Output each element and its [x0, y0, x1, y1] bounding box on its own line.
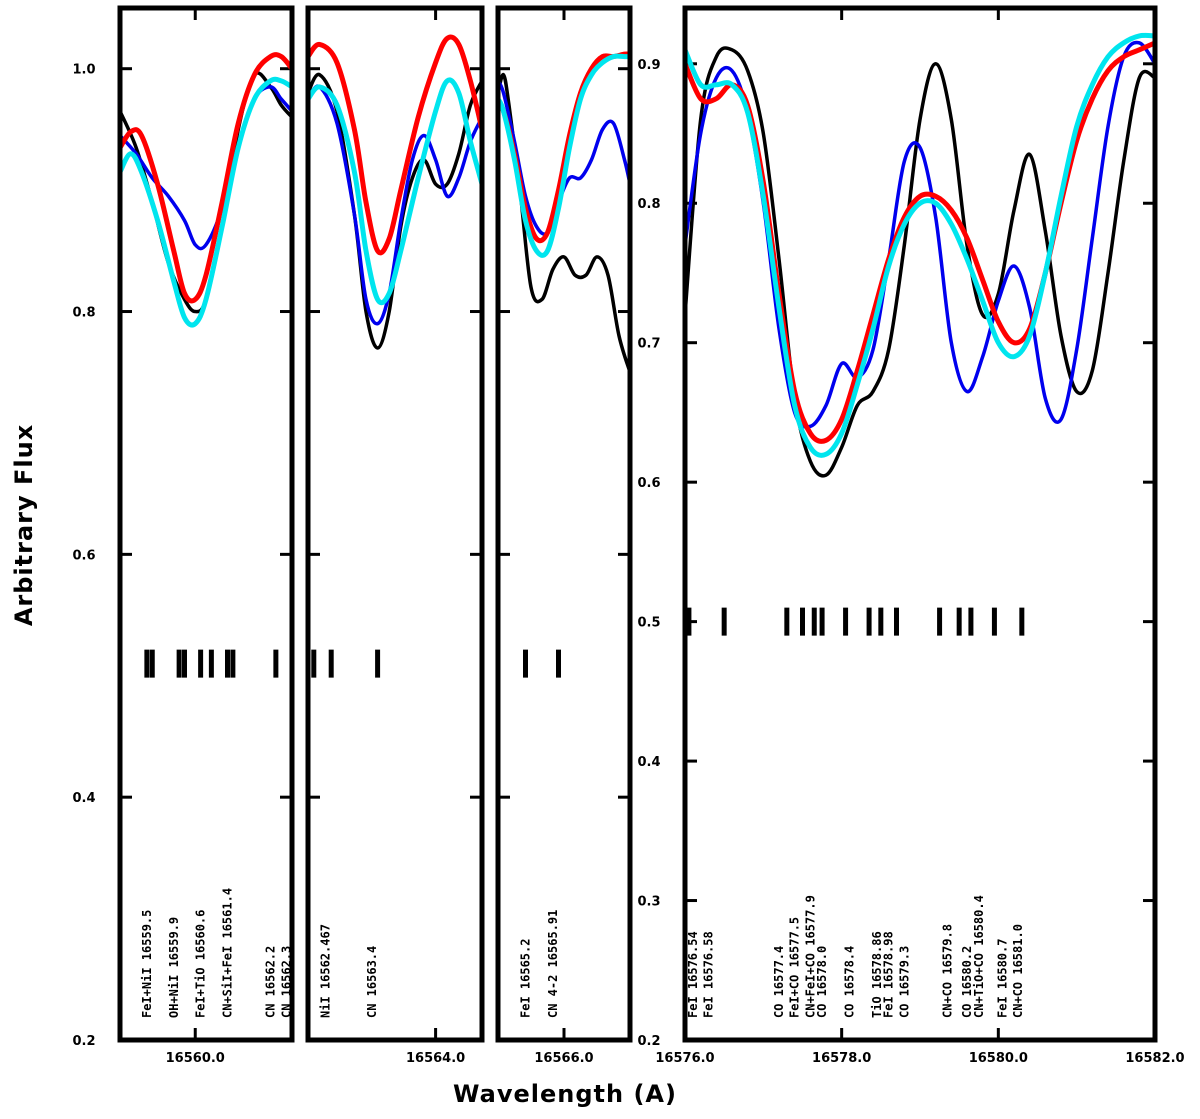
series-line: [498, 73, 630, 373]
y-tick-label: 0.3: [637, 895, 660, 910]
x-tick-label: 16564.0: [406, 1051, 465, 1066]
line-id-label: FeI+TiO 16560.6: [194, 910, 208, 1018]
line-id-label: FeI+NiI 16559.5: [140, 910, 154, 1018]
panel-frame: [305, 5, 485, 1043]
series-line: [308, 84, 482, 326]
series-line: [498, 51, 630, 244]
series-line: [120, 85, 292, 251]
line-id-label: CN+SiI+FeI 16561.4: [221, 888, 235, 1018]
line-id-label: OH+NiI 16559.9: [167, 917, 181, 1018]
y-tick-label: 0.4: [637, 755, 660, 770]
line-id-label: FeI+CO 16577.5: [788, 917, 802, 1018]
line-id-label: CN+CO 16579.8: [940, 924, 954, 1018]
panel-3: 16566.0 FeI 16565.2 CN 4-2 16565.91: [495, 5, 633, 1066]
x-tick-label: 16578.0: [812, 1051, 871, 1066]
y-tick-label: 0.8: [72, 306, 95, 321]
x-tick-label: 16580.0: [969, 1051, 1028, 1066]
series-line: [498, 53, 630, 258]
y-tick-label: 0.6: [72, 548, 95, 563]
panels-layer: 0.2 0.4 0.6 0.8 1.0 16560.0 FeI+NiI 16559.5 OH+…: [72, 5, 1185, 1066]
y-tick-label: 0.4: [72, 791, 95, 806]
line-id-label: CO 16578.0: [815, 946, 829, 1018]
panel-2: 16564.0 NiI 16562.467 CN 16563.4: [305, 5, 485, 1066]
series-line: [120, 52, 292, 304]
y-tick-label: 0.8: [637, 197, 660, 212]
y-axis-title: Arbitrary Flux: [10, 424, 38, 626]
panel-4: 0.2 0.3 0.4 0.5 0.6 0.7 0.8 0.9 16576.0 16578.0 16…: [637, 5, 1185, 1066]
panel-1: 0.2 0.4 0.6 0.8 1.0 16560.0 FeI+NiI 16559.5 OH+…: [72, 5, 295, 1066]
y-tick-label: 0.2: [637, 1034, 660, 1049]
line-id-label: FeI 16580.7: [995, 939, 1009, 1018]
y-tick-label: 0.5: [637, 616, 660, 631]
x-tick-label: 16566.0: [534, 1051, 593, 1066]
line-id-label: FeI 16576.54: [686, 931, 700, 1018]
line-id-label: CO 16579.3: [897, 946, 911, 1018]
line-id-label: TiO 16578.86: [870, 931, 884, 1018]
line-id-label: CN+CO 16581.0: [1011, 924, 1025, 1018]
y-tick-label: 0.2: [72, 1034, 95, 1049]
series-line: [120, 76, 292, 328]
series-line: [308, 77, 482, 306]
y-tick-label: 0.7: [637, 337, 660, 352]
y-tick-label: 0.9: [637, 58, 660, 73]
line-id-label: CO 16577.4: [772, 946, 786, 1018]
panel-frame: [682, 5, 1158, 1043]
line-id-label: CO 16578.4: [843, 946, 857, 1018]
y-tick-label: 0.6: [637, 476, 660, 491]
x-tick-label: 16560.0: [166, 1051, 225, 1066]
line-id-label: FeI 16578.98: [882, 931, 896, 1018]
y-tick-label: 1.0: [72, 63, 95, 78]
x-tick-label: 16582.0: [1125, 1051, 1184, 1066]
x-axis-title: Wavelength (A): [453, 1080, 677, 1108]
line-id-label: CN 16562.2: [264, 946, 278, 1018]
panel-frame: [495, 5, 633, 1043]
x-tick-label: 16576.0: [655, 1051, 714, 1066]
line-id-label: CN 16563.4: [365, 946, 379, 1018]
line-id-label: CO 16580.2: [960, 946, 974, 1018]
line-id-label: CN 4-2 16565.91: [546, 910, 560, 1018]
line-id-label: CN+TiO+CO 16580.4: [972, 895, 986, 1018]
series-line: [308, 34, 482, 256]
series-line: [685, 46, 1155, 478]
line-id-label: FeI 16565.2: [519, 939, 533, 1018]
series-line: [685, 32, 1155, 458]
line-id-label: FeI 16576.58: [702, 931, 716, 1018]
line-id-label: NiI 16562.467: [318, 924, 332, 1018]
line-id-label: CN+FeI+CO 16577.9: [803, 895, 817, 1018]
panel-frame: [117, 5, 295, 1043]
